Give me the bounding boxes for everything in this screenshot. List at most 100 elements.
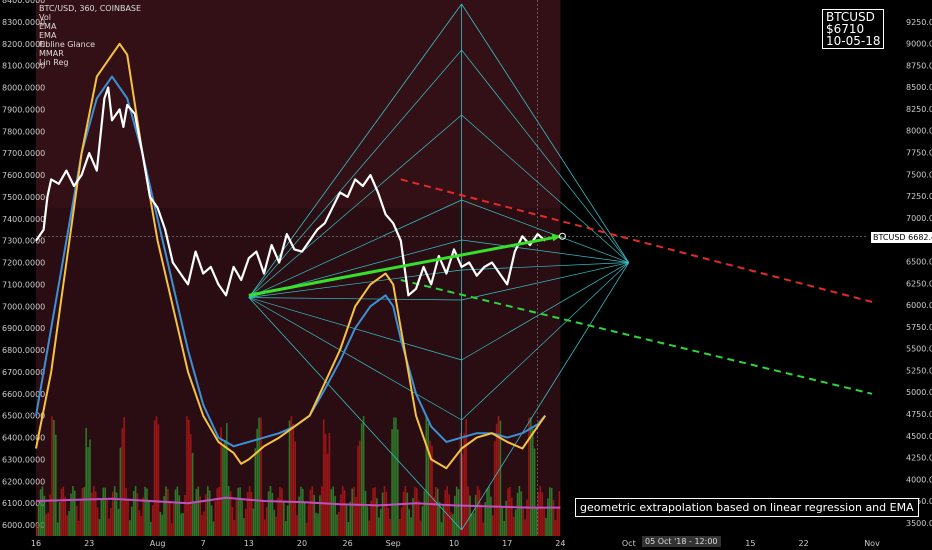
volume-bar — [341, 486, 344, 536]
volume-bar — [296, 515, 298, 536]
left-axis-tick: 8400.0000 — [2, 0, 45, 5]
volume-bar — [328, 433, 331, 536]
volume-bar — [94, 491, 97, 536]
x-axis-tick: 23 — [84, 539, 94, 548]
volume-bar — [486, 488, 488, 536]
volume-bar — [199, 496, 201, 536]
indicator-fibline-glance[interactable]: Fibline Glance — [39, 40, 96, 49]
volume-bar — [207, 486, 209, 536]
indicator-ema-1[interactable]: EMA — [39, 22, 57, 31]
x-axis-tick: 7 — [201, 539, 206, 548]
volume-bar — [549, 487, 551, 536]
volume-bar — [53, 420, 55, 536]
volume-bar — [184, 495, 186, 536]
left-axis-tick: 7200.0000 — [2, 259, 45, 268]
volume-bar — [108, 518, 110, 536]
volume-bar — [455, 486, 458, 536]
upper-shade — [36, 0, 561, 208]
volume-bar — [159, 511, 162, 536]
volume-bar — [370, 500, 372, 536]
left-axis-tick: 7000.0000 — [2, 302, 45, 311]
right-axis-tick: 5000.00 — [906, 388, 932, 397]
x-axis-tick: 20 — [297, 539, 307, 548]
volume-bar — [153, 420, 156, 536]
x-axis-tick: Sep — [386, 539, 401, 548]
volume-bar — [448, 494, 450, 536]
x-axis-tick: 26 — [343, 539, 353, 548]
volume-bar — [366, 506, 369, 536]
indicator-vol[interactable]: Vol — [39, 13, 51, 22]
volume-bar — [37, 503, 40, 536]
volume-bar — [535, 508, 538, 536]
volume-bar — [64, 496, 67, 536]
left-axis-tick: 8000.0000 — [2, 84, 45, 93]
volume-bar — [395, 417, 397, 536]
x-axis-tick: 24 — [555, 539, 565, 548]
volume-bar — [178, 495, 181, 536]
volume-bar — [332, 486, 334, 536]
volume-bar — [303, 502, 306, 536]
volume-bar — [478, 489, 481, 536]
volume-bar — [501, 505, 504, 536]
volume-bar — [113, 486, 116, 536]
fan-line — [248, 49, 462, 298]
chart-header: BTC/USD, 360, COINBASE Vol EMA EMA Fibli… — [39, 4, 141, 67]
volume-bar — [383, 486, 386, 536]
volume-bar — [294, 441, 296, 536]
indicator-ema-2[interactable]: EMA — [39, 31, 57, 40]
volume-bar — [142, 497, 144, 536]
volume-bar — [96, 507, 99, 536]
volume-bar — [256, 428, 258, 536]
volume-bar — [558, 491, 561, 536]
volume-bar — [351, 488, 353, 536]
volume-bar — [83, 487, 86, 536]
info-box: BTCUSD $6710 10-05-18 — [822, 9, 885, 49]
volume-bar — [250, 492, 253, 536]
volume-bar — [117, 508, 120, 536]
volume-bar — [340, 494, 342, 536]
volume-bar — [125, 487, 127, 536]
volume-bar — [155, 416, 158, 536]
volume-bar — [355, 497, 357, 536]
left-axis-tick: 6500.0000 — [2, 412, 45, 421]
volume-bar — [47, 512, 49, 536]
fan-line — [461, 239, 629, 263]
volume-bar — [119, 447, 122, 536]
volume-bar — [543, 508, 545, 536]
volume-bar — [497, 416, 500, 536]
right-axis-tick: 9250.00 — [906, 18, 932, 27]
volume-bar — [436, 488, 439, 536]
volume-bar — [290, 416, 293, 536]
info-price: $6710 — [826, 22, 865, 36]
volume-bar — [514, 509, 517, 536]
volume-bar — [556, 506, 559, 536]
volume-bar — [138, 510, 141, 536]
volume-bar — [265, 507, 268, 536]
indicator-lin-reg[interactable]: Lin Reg — [39, 58, 69, 67]
left-axis-tick: 6200.0000 — [2, 477, 45, 486]
volume-bar — [417, 500, 420, 536]
volume-bar — [435, 486, 437, 536]
volume-bar — [490, 496, 492, 536]
volume-bar — [79, 500, 82, 536]
volume-bar — [264, 519, 266, 536]
volume-bar — [349, 501, 352, 536]
right-axis-tick: 3750.00 — [906, 497, 932, 506]
volume-bar — [275, 516, 277, 536]
fan-line — [248, 199, 462, 298]
volume-bar — [189, 434, 192, 536]
volume-bar — [167, 489, 169, 536]
volume-bar — [425, 416, 428, 536]
volume-bar — [450, 512, 452, 536]
volume-bar — [372, 488, 374, 536]
x-axis-tick: 16 — [31, 539, 41, 548]
indicator-mmar[interactable]: MMAR — [39, 49, 64, 58]
volume-bar — [271, 492, 274, 536]
left-axis-tick: 6900.0000 — [2, 324, 45, 333]
volume-bar — [412, 498, 414, 536]
volume-bar — [471, 513, 473, 536]
x-axis-tick: Nov — [864, 539, 880, 548]
volume-bar — [188, 419, 190, 536]
